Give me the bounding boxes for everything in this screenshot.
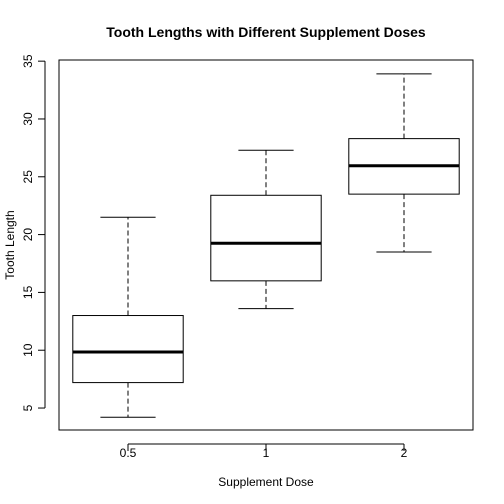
y-tick-label: 5 — [21, 404, 35, 411]
y-axis-label: Tooth Length — [3, 210, 17, 279]
x-tick-label: 0.5 — [120, 446, 137, 460]
chart-title: Tooth Lengths with Different Supplement … — [106, 24, 426, 40]
x-axis-label: Supplement Dose — [218, 475, 314, 489]
x-tick-label: 1 — [263, 446, 270, 460]
box-dose-0-5 — [72, 315, 184, 384]
y-tick-label: 30 — [21, 112, 35, 126]
y-tick-label: 15 — [21, 285, 35, 299]
chart-marks: 5 10 15 20 25 30 35 0.5 1 2 — [21, 54, 460, 460]
y-tick-label: 10 — [21, 343, 35, 357]
y-tick-label: 25 — [21, 170, 35, 184]
y-tick-label: 35 — [21, 54, 35, 68]
plot-frame — [58, 59, 474, 431]
y-tick-label: 20 — [21, 228, 35, 242]
box-dose-1 — [210, 194, 322, 282]
x-tick-label: 2 — [401, 446, 408, 460]
